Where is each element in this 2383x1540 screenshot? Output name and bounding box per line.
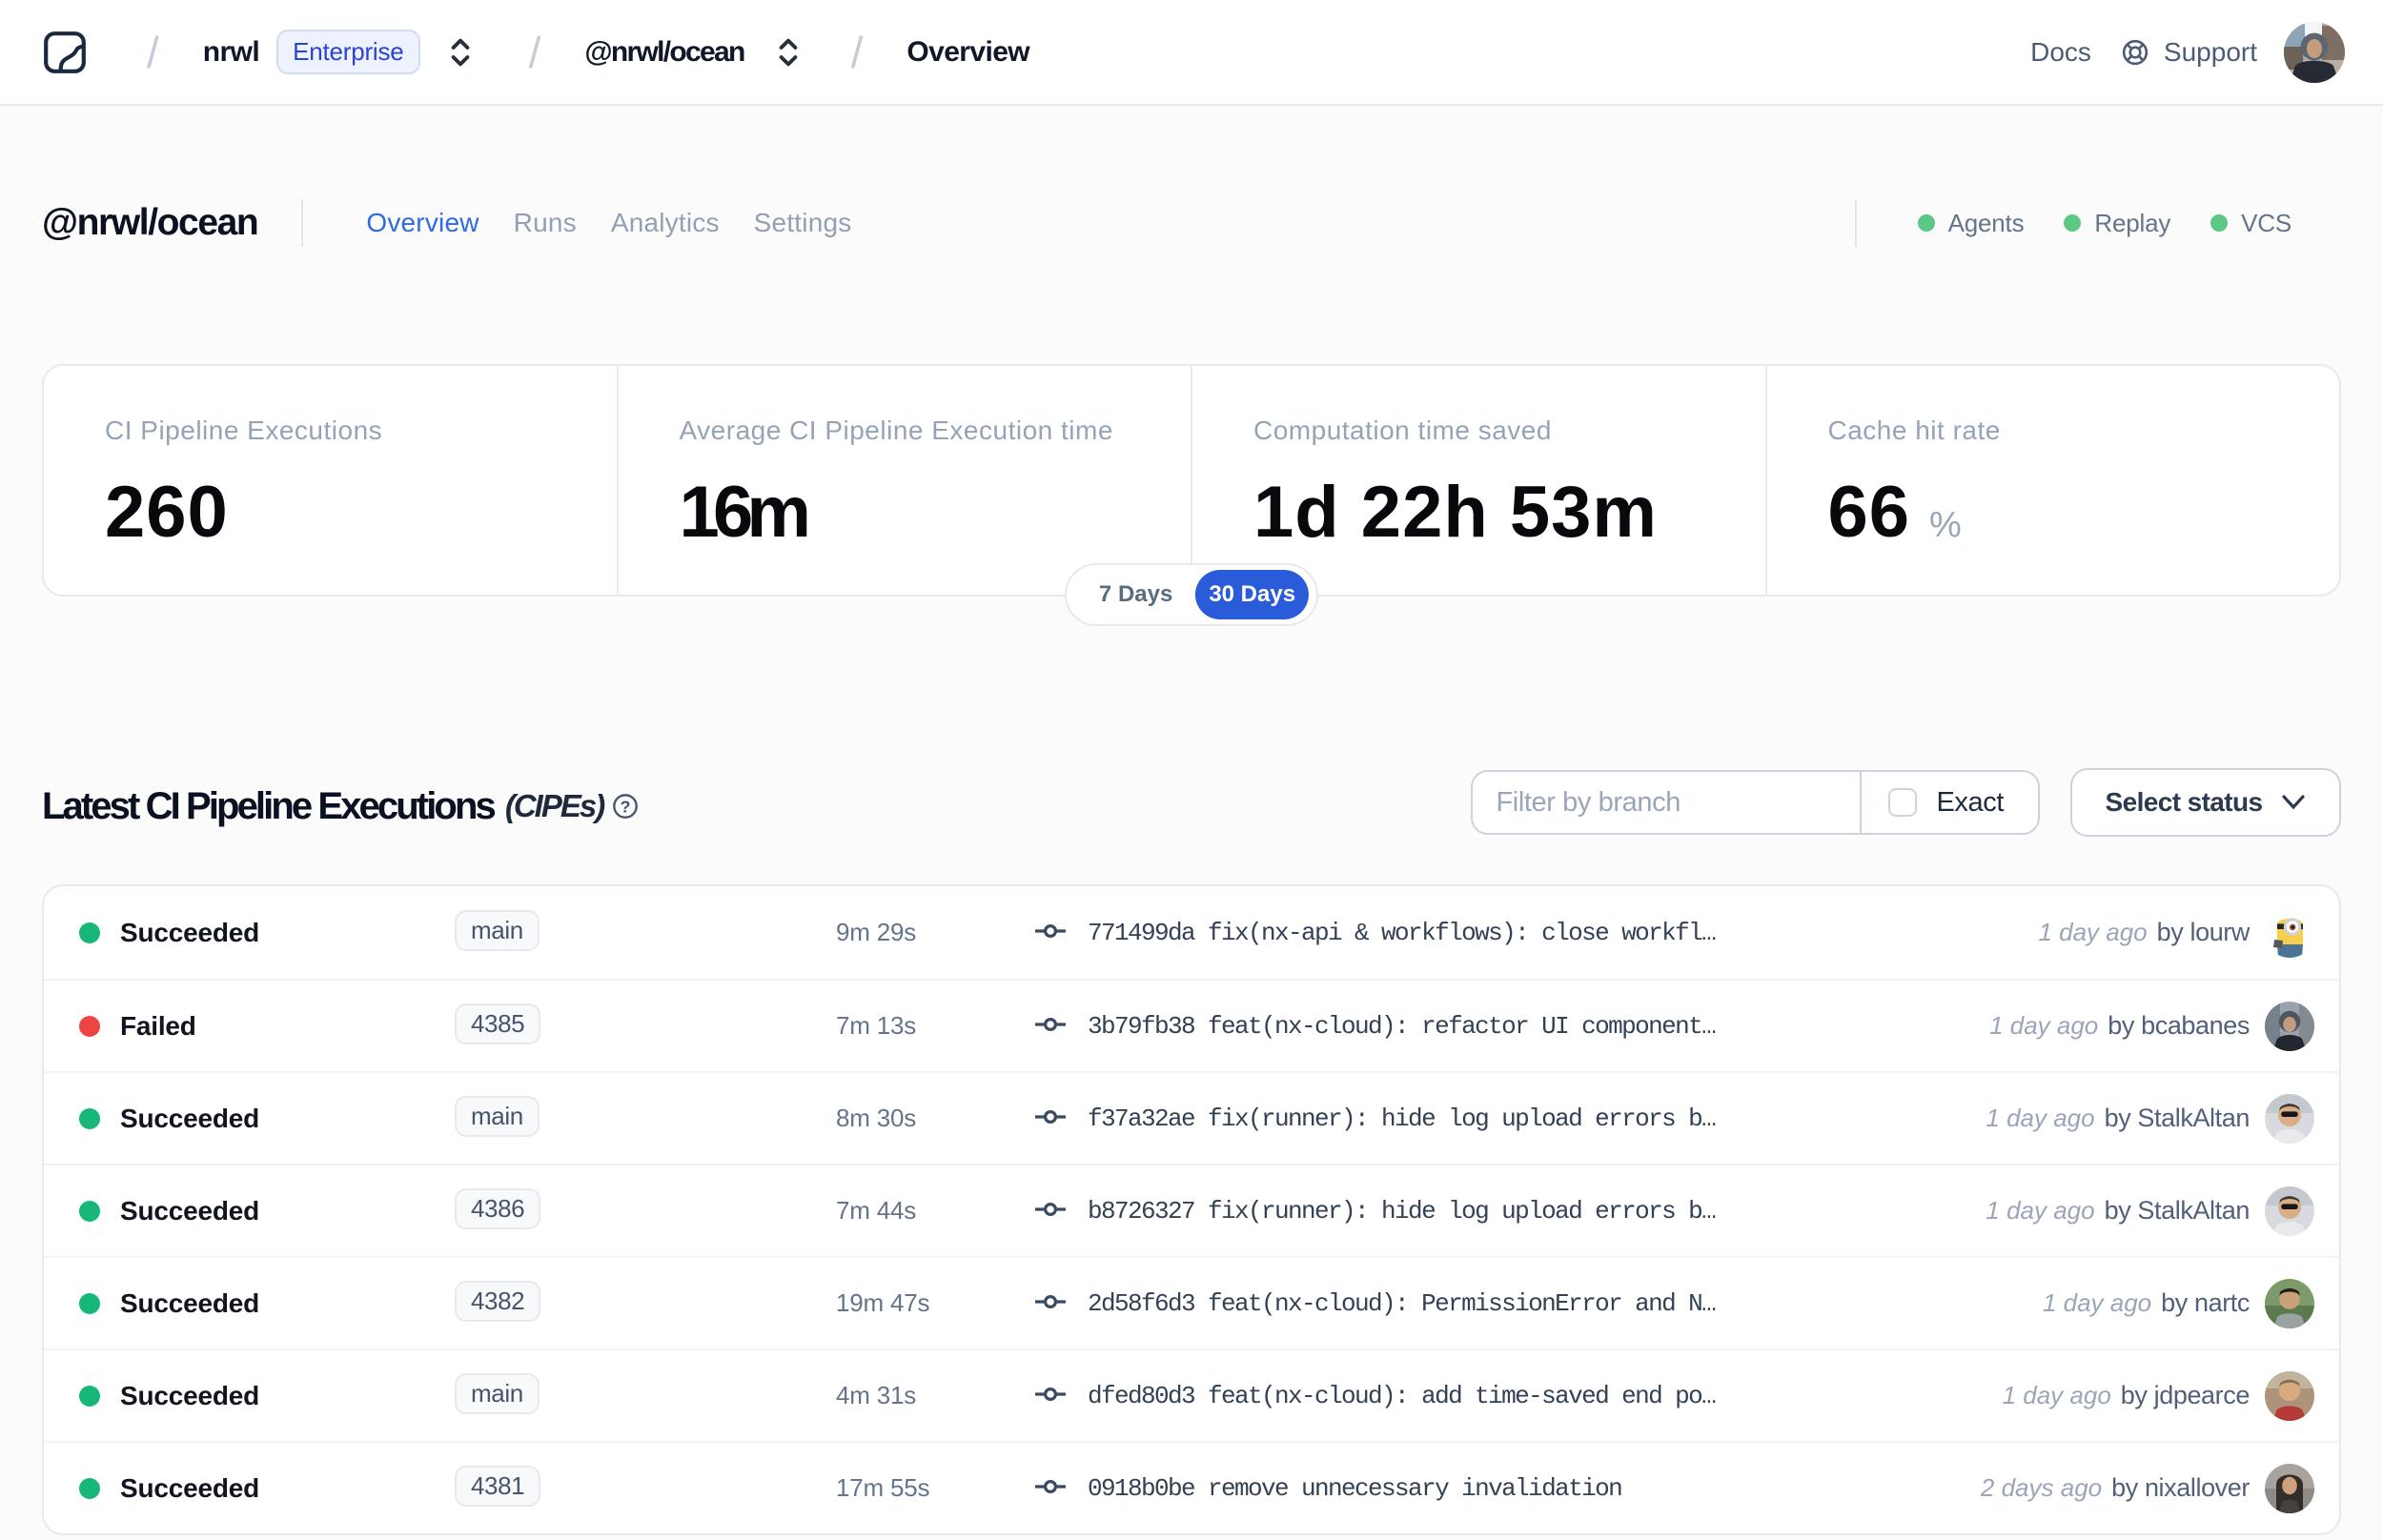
- svg-text:?: ?: [621, 797, 631, 816]
